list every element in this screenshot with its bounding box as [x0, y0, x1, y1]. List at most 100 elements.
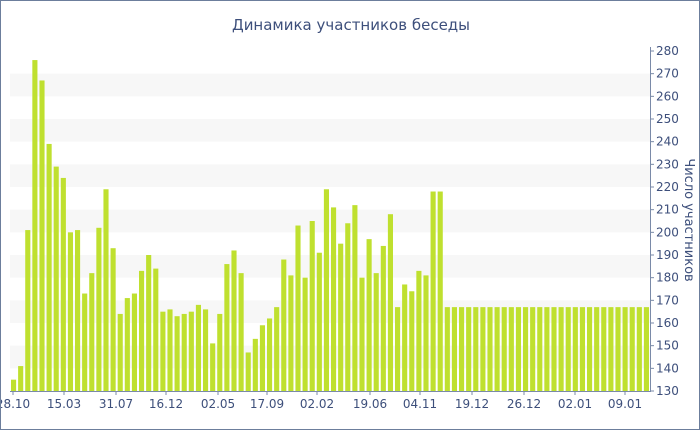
bar: [494, 307, 500, 391]
bar: [373, 273, 379, 391]
bar: [174, 316, 180, 391]
bar: [188, 311, 194, 391]
bar: [572, 307, 578, 391]
bar: [75, 230, 81, 391]
bar: [387, 214, 393, 391]
bar: [124, 298, 130, 391]
y-tick-label: 190: [656, 248, 679, 262]
bar: [608, 307, 614, 391]
bar: [231, 250, 237, 391]
bar: [259, 325, 265, 391]
grid-band: [10, 119, 650, 142]
grid-band: [10, 164, 650, 187]
bar: [395, 307, 401, 391]
bar: [409, 291, 415, 391]
bar: [195, 304, 201, 391]
bar: [139, 270, 145, 391]
bar: [416, 270, 422, 391]
bar: [167, 309, 173, 391]
bar: [267, 318, 273, 391]
x-tick-label: 04.11: [403, 397, 437, 411]
grid-band: [10, 209, 650, 233]
y-tick-labels: 130 140 150 160 170 180 190 200 210 220 230 240 250 2…: [650, 44, 679, 398]
bar: [459, 307, 465, 391]
bar: [117, 313, 123, 391]
bar: [53, 166, 59, 391]
bar: [423, 275, 429, 391]
y-tick-label: 220: [656, 180, 679, 194]
bar: [643, 307, 649, 391]
bar: [39, 80, 45, 391]
bar: [487, 307, 493, 391]
bar: [181, 313, 187, 391]
bar: [451, 307, 457, 391]
grid-band: [10, 255, 650, 278]
x-tick-label: 15.03: [47, 397, 81, 411]
y-tick-label: 150: [656, 339, 679, 353]
bar: [25, 230, 31, 391]
bars-group: [11, 60, 649, 391]
chart-title: Динамика участников беседы: [232, 16, 470, 34]
bar: [402, 284, 408, 391]
x-tick-label: 17.09: [250, 397, 284, 411]
bar: [501, 307, 507, 391]
bar: [515, 307, 521, 391]
bar: [302, 277, 308, 391]
y-tick-label: 260: [656, 89, 679, 103]
y-tick-label: 200: [656, 225, 679, 239]
x-tick-label: 28.10: [1, 397, 30, 411]
bar: [587, 307, 593, 391]
bar: [252, 338, 258, 391]
bar: [224, 264, 230, 391]
bar: [444, 307, 450, 391]
y-tick-label: 270: [656, 67, 679, 81]
bar: [210, 343, 216, 391]
bar: [579, 307, 585, 391]
bar: [480, 307, 486, 391]
bar: [32, 60, 38, 391]
y-axis-label: Число участников: [681, 158, 696, 281]
bar: [473, 307, 479, 391]
bar: [110, 248, 116, 391]
bar: [430, 191, 436, 391]
y-tick-label: 230: [656, 157, 679, 171]
bar: [96, 227, 102, 391]
bar: [629, 307, 635, 391]
y-tick-label: 250: [656, 112, 679, 126]
x-tick-label: 26.12: [507, 397, 541, 411]
bar: [594, 307, 600, 391]
bar: [309, 221, 315, 391]
bar: [366, 239, 372, 391]
bar: [160, 311, 166, 391]
bar: [338, 243, 344, 391]
x-tick-labels: 28.10 15.03 31.07 16.12 02.05 17.09 02.02 19.06…: [1, 391, 642, 411]
y-tick-label: 160: [656, 316, 679, 330]
bar: [67, 232, 73, 391]
y-tick-label: 180: [656, 271, 679, 285]
bar: [437, 191, 443, 391]
bar: [544, 307, 550, 391]
bar: [203, 309, 209, 391]
y-tick-label: 280: [656, 44, 679, 58]
bar: [295, 225, 301, 391]
bar: [558, 307, 564, 391]
bar: [352, 205, 358, 391]
bar: [89, 273, 95, 391]
bar: [131, 293, 137, 391]
x-tick-label: 31.07: [99, 397, 133, 411]
bar: [288, 275, 294, 391]
bar: [508, 307, 514, 391]
bar: [238, 273, 244, 391]
bar: [345, 223, 351, 391]
bar: [530, 307, 536, 391]
bar: [245, 352, 251, 391]
y-tick-label: 240: [656, 135, 679, 149]
x-tick-label: 02.02: [300, 397, 334, 411]
x-tick-label: 19.12: [455, 397, 489, 411]
x-tick-label: 19.06: [353, 397, 387, 411]
bar: [622, 307, 628, 391]
bar: [316, 252, 322, 391]
bar: [103, 189, 109, 391]
y-tick-label: 210: [656, 203, 679, 217]
